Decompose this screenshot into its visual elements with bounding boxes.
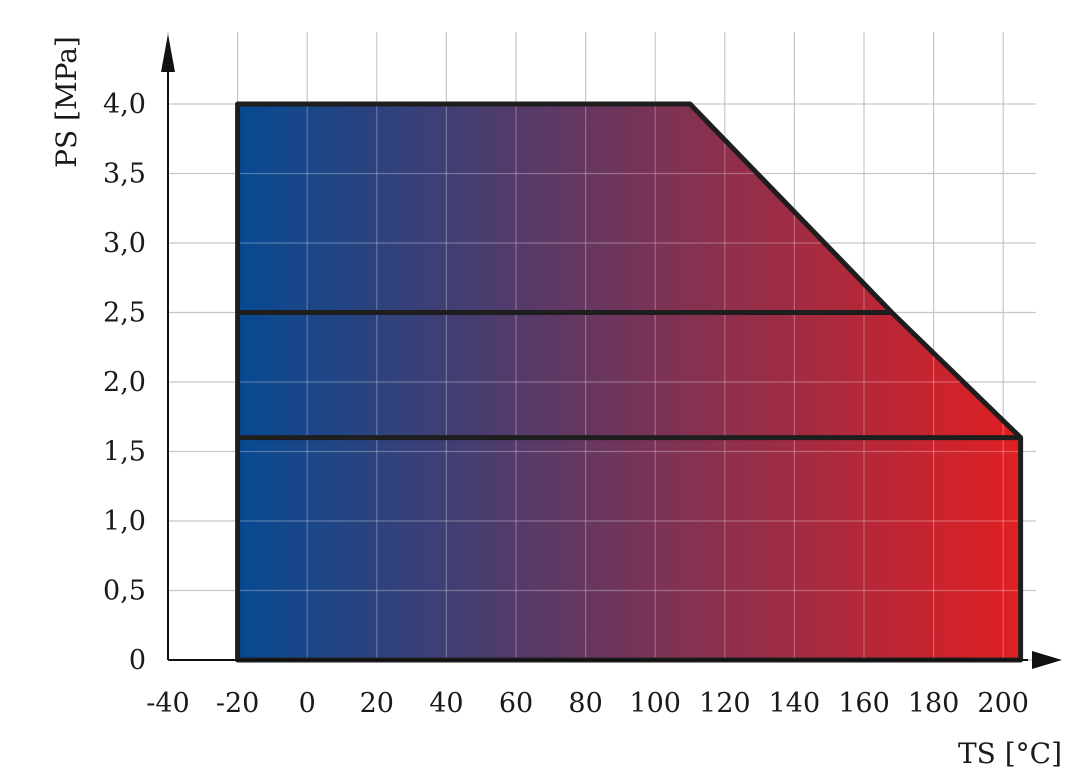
x-axis-title: TS [°C] <box>958 737 1062 770</box>
y-tick-label: 1,5 <box>103 437 146 468</box>
y-tick-label: 1,0 <box>103 506 146 537</box>
x-tick-labels: -40 -20 0 20 40 60 80 100 120 140 160 180 200 <box>146 688 1029 719</box>
y-tick-label: 2,5 <box>103 298 146 329</box>
x-tick-label: 120 <box>699 688 751 719</box>
y-axis-arrow <box>161 34 175 72</box>
x-tick-label: 160 <box>838 688 890 719</box>
y-tick-label: 0,5 <box>103 576 146 607</box>
x-tick-label: 20 <box>360 688 394 719</box>
x-tick-label: 140 <box>769 688 821 719</box>
x-tick-label: 60 <box>499 688 533 719</box>
x-tick-label: 0 <box>299 688 316 719</box>
y-tick-label: 3,0 <box>103 228 146 259</box>
x-tick-label: 100 <box>629 688 681 719</box>
axes <box>161 34 1062 669</box>
y-tick-label: 4,0 <box>103 89 146 120</box>
y-tick-label: 0 <box>129 645 146 676</box>
operating-range <box>235 101 1024 663</box>
x-tick-label: 180 <box>908 688 960 719</box>
x-tick-label: -20 <box>216 688 259 719</box>
y-axis-title: PS [MPa] <box>50 36 83 168</box>
x-tick-label: 200 <box>977 688 1029 719</box>
y-tick-label: 2,0 <box>103 367 146 398</box>
x-tick-label: -40 <box>146 688 189 719</box>
y-tick-label: 3,5 <box>103 159 146 190</box>
operating-range-fill <box>237 104 1021 660</box>
y-tick-labels: 0 0,5 1,0 1,5 2,0 2,5 3,0 3,5 4,0 <box>103 89 146 676</box>
x-axis-arrow <box>1032 651 1062 669</box>
x-tick-label: 80 <box>568 688 602 719</box>
x-tick-label: 40 <box>429 688 463 719</box>
